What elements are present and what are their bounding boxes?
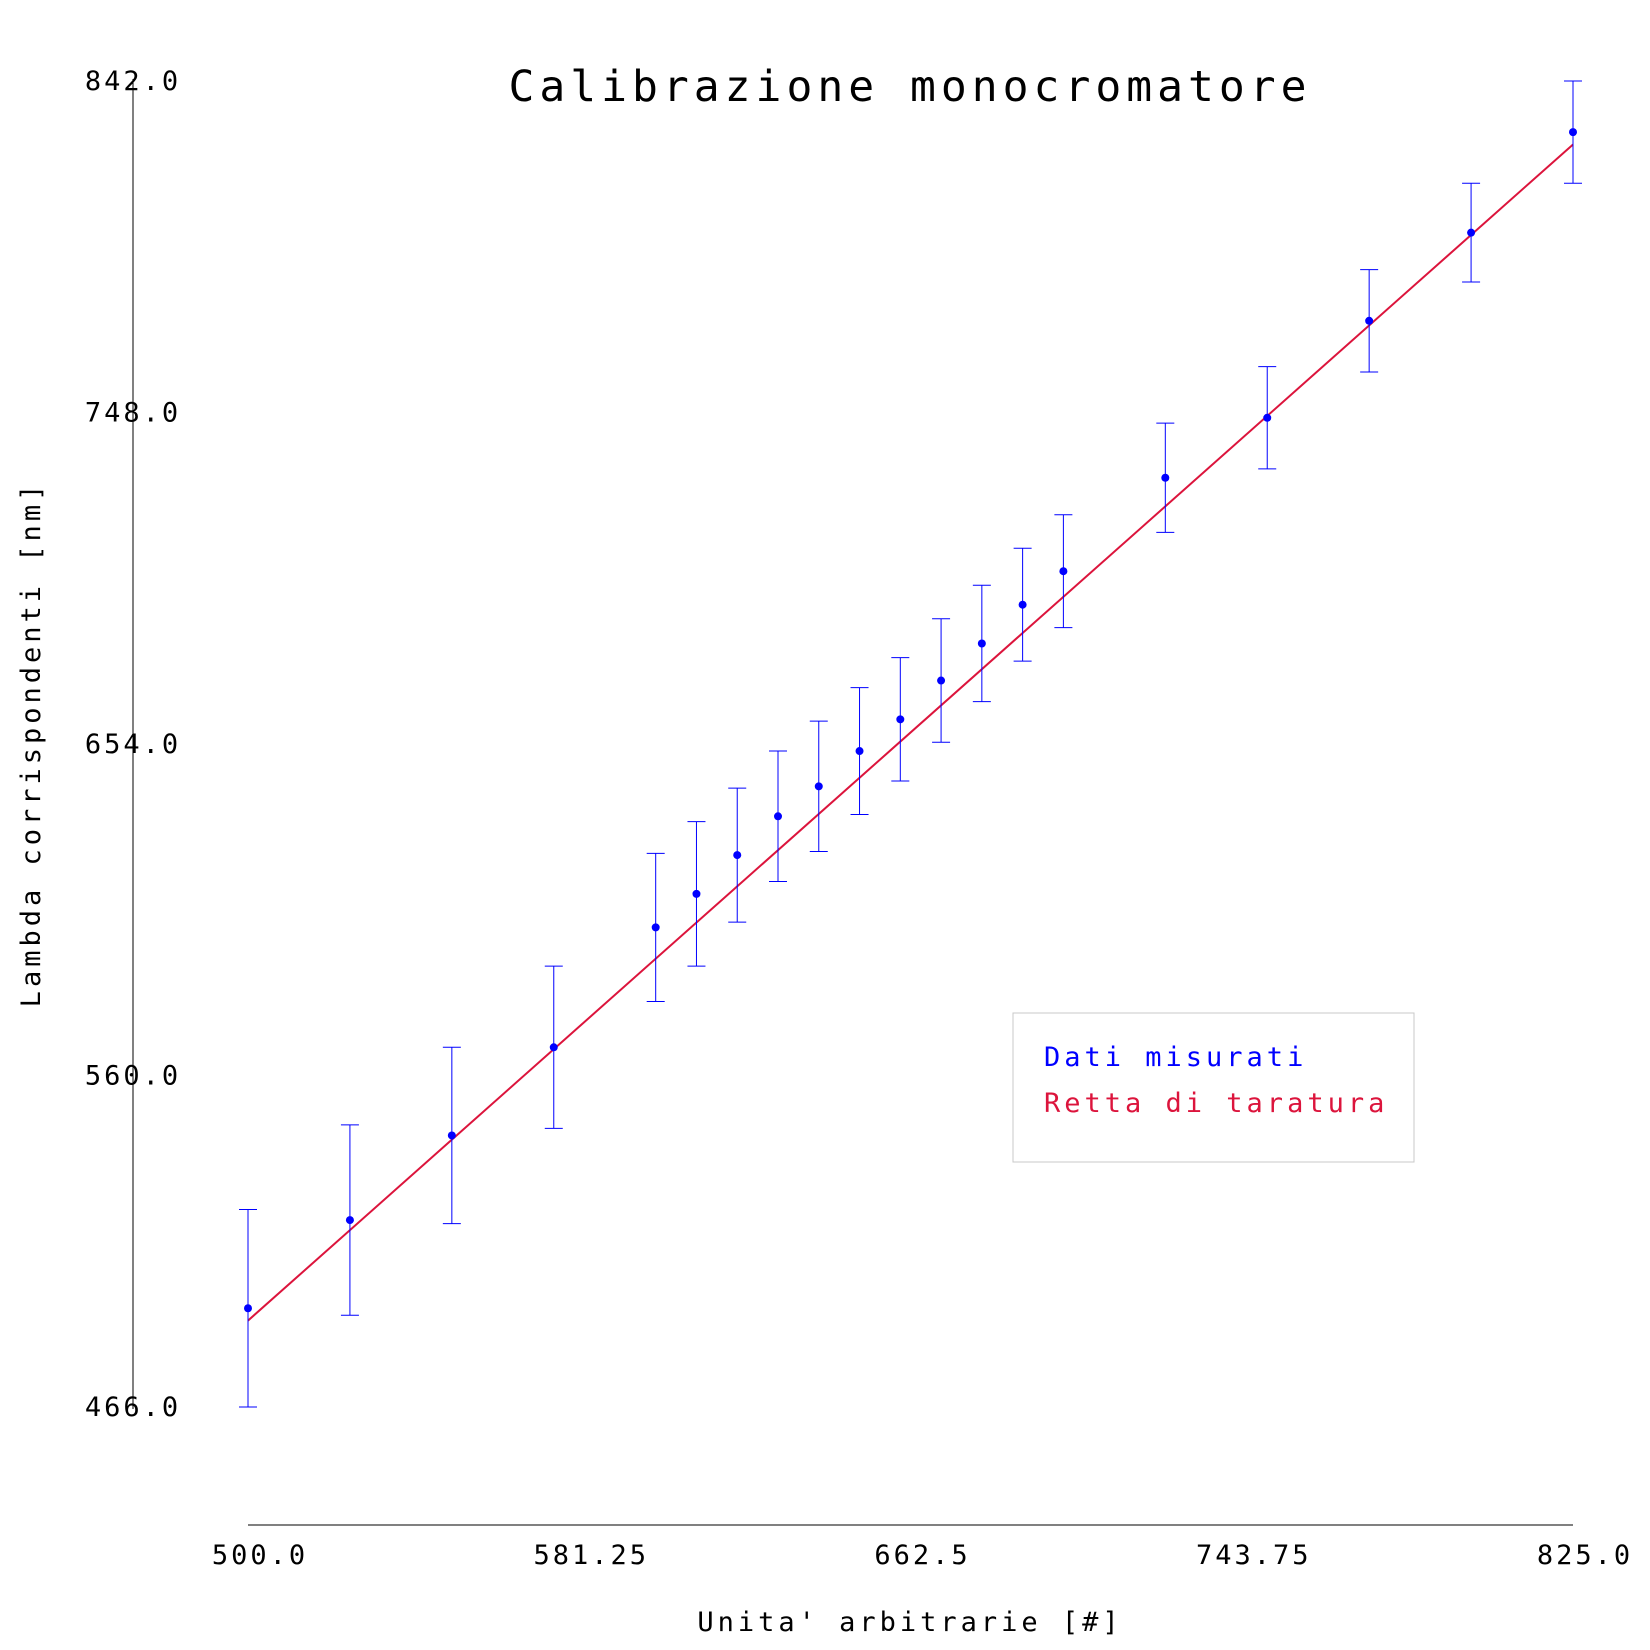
data-point (1161, 473, 1170, 482)
axes: 466.0 560.0 654.0 748.0 842.0 500.0 581.25 662.… (85, 66, 1633, 1571)
data-point (345, 1216, 354, 1225)
data-point (692, 889, 701, 898)
data-point (977, 639, 986, 648)
data-point (1467, 228, 1476, 237)
legend: Dati misurati Retta di taratura (1012, 1012, 1415, 1163)
x-tick-label: 743.75 (1196, 1540, 1312, 1571)
legend-box (1012, 1012, 1415, 1163)
legend-entry-measured: Dati misurati (1044, 1042, 1307, 1073)
x-tick-label: 500.0 (212, 1540, 308, 1571)
data-point (1365, 316, 1374, 325)
y-tick-label: 748.0 (85, 398, 181, 429)
x-tick-label: 825.0 (1537, 1540, 1633, 1571)
data-point (1569, 128, 1577, 137)
data-point (896, 715, 905, 724)
fit-line (247, 143, 1574, 1322)
data-point (814, 782, 823, 791)
data-point (651, 923, 660, 932)
legend-entry-fit: Retta di taratura (1044, 1088, 1388, 1119)
data-point (549, 1043, 558, 1052)
errorbar-layer (239, 80, 1582, 1408)
chart-title: Calibrazione monocromatore (508, 62, 1311, 112)
y-tick-label: 560.0 (85, 1061, 181, 1092)
fit-line-layer (247, 143, 1574, 1322)
x-tick-label: 662.5 (874, 1540, 970, 1571)
data-point (1059, 567, 1068, 576)
y-tick-label: 654.0 (85, 729, 181, 760)
data-point (244, 1304, 252, 1313)
data-points-layer (244, 128, 1577, 1313)
data-point (937, 676, 946, 685)
y-tick-label: 842.0 (85, 66, 181, 97)
data-point (733, 851, 742, 860)
x-axis-label: Unita' arbitrarie [#] (697, 1607, 1122, 1638)
data-point (1018, 600, 1027, 609)
data-point (1263, 413, 1272, 422)
data-point (447, 1131, 456, 1140)
x-tick-label: 581.25 (533, 1540, 649, 1571)
data-point (855, 747, 864, 756)
y-axis-label: Lambda corrispondenti [nm] (16, 481, 47, 1008)
data-point (774, 812, 782, 821)
y-tick-label: 466.0 (85, 1392, 181, 1423)
